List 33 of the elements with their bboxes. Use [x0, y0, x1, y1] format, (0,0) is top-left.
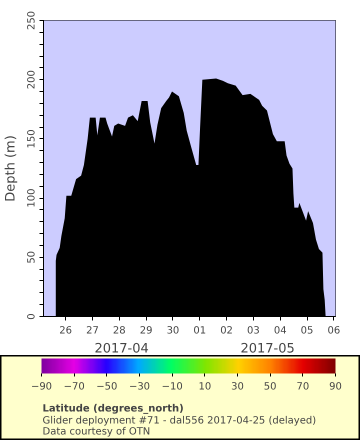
color-bar-label: 90	[329, 382, 342, 392]
y-tick-label: 50	[26, 250, 38, 264]
color-bar-label: −10	[162, 382, 183, 392]
text: 2017-05	[240, 342, 295, 356]
color-bar-label: 30	[231, 382, 244, 392]
color-bar-title: Latitude (degrees_north)	[42, 404, 184, 414]
x-tick-label: 30	[166, 326, 180, 336]
x-tick-label: 29	[140, 326, 152, 336]
text: Glider deployment #71 - dal556 2017-04-25 (delayed)	[42, 416, 316, 426]
x-tick-label: 28	[112, 326, 126, 336]
color-bar-label: 50	[264, 382, 277, 392]
x-tick-label: 03	[247, 326, 260, 336]
text: Data courtesy of OTN	[42, 426, 150, 438]
y-tick-label: 200	[26, 70, 38, 90]
x-tick-label: 27	[86, 326, 99, 336]
y-axis-title: Depth (m)	[4, 135, 18, 202]
y-tick-label: 100	[26, 188, 38, 208]
y-tick-label: 150	[26, 129, 38, 148]
x-tick-label: 01	[193, 326, 206, 336]
color-bar-label: −30	[128, 382, 150, 392]
y-tick-label: 0	[26, 313, 38, 320]
x-tick-label: 26	[59, 326, 72, 336]
x-tick-label: 05	[300, 326, 314, 336]
color-bar-label: 10	[198, 382, 212, 392]
color-bar-label: −50	[96, 382, 118, 392]
text: 2017-04	[94, 342, 149, 356]
color-bar-label: −70	[64, 382, 85, 392]
x-tick-label: 06	[327, 326, 340, 336]
x-tick-label: 04	[274, 326, 287, 336]
color-bar-label: 70	[296, 382, 310, 392]
color-bar-label: −90	[30, 382, 52, 392]
x-tick-label: 02	[220, 326, 233, 336]
y-tick-label: 250	[26, 10, 38, 30]
